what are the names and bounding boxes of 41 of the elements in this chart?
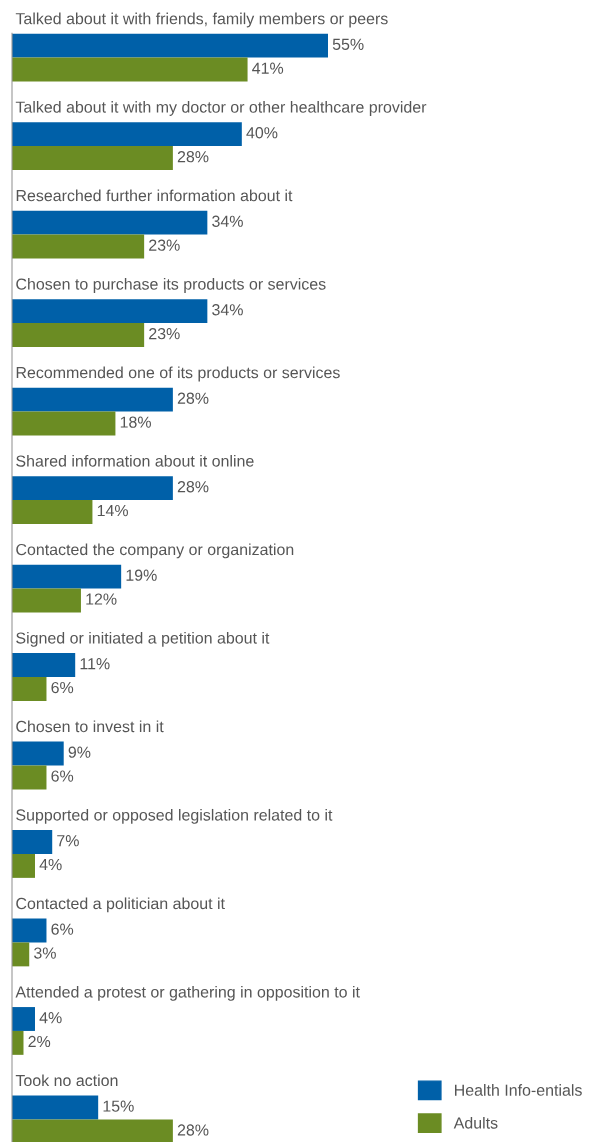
data-label: 4%	[39, 1012, 62, 1024]
legend-label: Adults	[453, 1116, 498, 1129]
y-tick-label: Attended a protest or gathering in opposition to it	[15, 985, 360, 1001]
y-tick-label: Took no action	[15, 1074, 118, 1087]
data-label: 6%	[51, 923, 74, 935]
data-label: 23%	[149, 239, 180, 251]
y-tick-label: Contacted the company or organization	[16, 543, 294, 559]
data-label: 40%	[246, 127, 278, 139]
data-label: 7%	[57, 835, 79, 847]
data-label: 4%	[39, 858, 62, 871]
data-label: 3%	[34, 947, 56, 959]
data-label: 28%	[177, 151, 209, 163]
y-tick-label: Talked about it with friends, family members or peers	[15, 12, 388, 28]
data-label: 28%	[177, 1124, 209, 1136]
y-tick-label: Researched further information about it	[16, 189, 293, 202]
data-label: 6%	[51, 681, 74, 694]
data-label: 41%	[252, 62, 284, 74]
y-tick-label: Signed or initiated a petition about it	[16, 631, 270, 647]
y-tick-label: Supported or opposed legislation related to it	[16, 808, 333, 824]
data-label: 28%	[177, 481, 209, 493]
data-label: 11%	[80, 658, 110, 670]
data-label: 23%	[149, 327, 180, 340]
data-label: 18%	[120, 416, 151, 428]
data-label: 9%	[68, 746, 91, 758]
data-label: 2%	[28, 1035, 51, 1048]
data-label: 19%	[126, 569, 157, 581]
y-tick-label: Chosen to purchase its products or services	[16, 278, 326, 293]
y-tick-label: Chosen to invest in it	[16, 720, 164, 733]
data-label: 15%	[103, 1100, 134, 1112]
y-tick-label: Shared information about it online	[16, 454, 254, 467]
y-tick-label: Contacted a politician about it	[16, 897, 225, 913]
legend-label: Health Info-entials	[455, 1084, 582, 1096]
data-label: 28%	[177, 392, 209, 404]
y-tick-label: Recommended one of its products or services	[16, 366, 340, 382]
data-label: 34%	[212, 304, 243, 316]
data-label: 14%	[97, 505, 128, 517]
data-label: 34%	[212, 215, 243, 227]
data-label: 12%	[86, 593, 117, 605]
y-tick-label: Talked about it with my doctor or other healthcare provider	[15, 101, 427, 116]
data-label: 6%	[51, 770, 74, 782]
data-label: 55%	[332, 38, 364, 50]
